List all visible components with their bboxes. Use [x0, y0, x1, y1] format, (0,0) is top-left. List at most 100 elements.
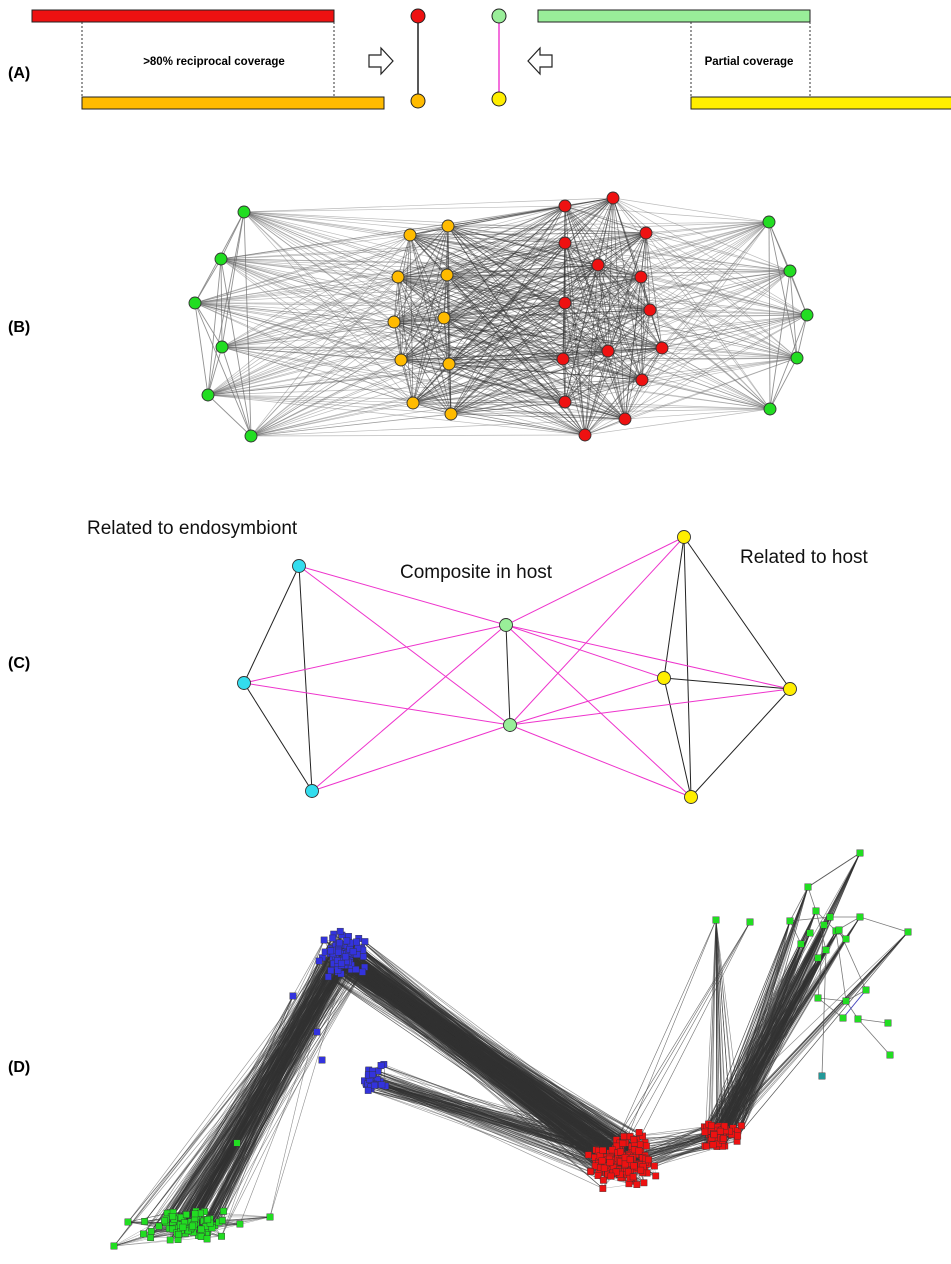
panel-d-edge: [736, 932, 811, 1142]
panel-b-edge: [220, 258, 651, 311]
panel-b-edge: [443, 317, 586, 436]
panel-b-node-gl: [215, 340, 229, 354]
panel-d-node-green: [147, 1227, 155, 1235]
panel-b-edge: [564, 302, 663, 349]
panel-b-edge: [207, 394, 414, 404]
panel-b-edge: [624, 309, 651, 420]
panel-b-edge: [250, 402, 414, 437]
panel-d-edge: [626, 921, 751, 1163]
panel-d-edge: [722, 931, 909, 1142]
panel-c-edge-black: [663, 536, 685, 679]
panel-b-edge: [397, 276, 808, 316]
panel-b-edge: [564, 276, 642, 403]
panel-b-edge: [194, 302, 586, 436]
panel-b-edge: [220, 258, 252, 437]
panel-d-edge: [192, 946, 340, 1227]
panel-a: (A) >80% reciprocal coverage Partial cov…: [8, 8, 951, 110]
panel-b-edge: [584, 379, 643, 436]
panel-c-edges: [243, 536, 791, 798]
panel-d-edge: [605, 921, 751, 1166]
panel-b-node-rd: [558, 395, 572, 409]
panel-b-edge: [221, 346, 586, 436]
panel-d-edge: [736, 949, 827, 1142]
panel-d-edge: [346, 947, 626, 1141]
panel-d-edge: [349, 954, 611, 1168]
panel-d-node-blue: [320, 936, 328, 944]
panel-d-node-blue: [349, 948, 357, 956]
panel-b-edge: [443, 197, 614, 319]
panel-d-edge: [176, 995, 294, 1229]
panel-b-edge: [607, 314, 808, 352]
panel-d-edge: [143, 950, 331, 1235]
panel-d-node-green: [141, 1218, 149, 1225]
panel-b-node-gl: [237, 205, 251, 219]
panel-b-edge: [250, 234, 411, 437]
panel-d-node-green: [182, 1211, 190, 1219]
panel-b-edge: [768, 221, 798, 359]
panel-b-edge: [597, 264, 771, 410]
panel-b-edge: [584, 264, 599, 436]
panel-b-edge: [243, 211, 402, 361]
panel-b-edge: [220, 258, 663, 349]
panel-d-edge: [605, 919, 717, 1166]
panel-d-node-green: [204, 1216, 212, 1224]
panel-b-edge: [447, 225, 642, 278]
panel-b-edge: [562, 309, 651, 360]
panel-b-edge: [564, 221, 770, 244]
panel-b-edge: [412, 402, 586, 436]
panel-d-edge: [127, 1212, 171, 1223]
panel-d-edge: [815, 910, 827, 951]
panel-b-edge: [397, 205, 566, 278]
panel-d-edge: [178, 962, 351, 1218]
panel-b-edge: [220, 234, 411, 260]
panel-d-edge: [173, 1142, 238, 1220]
panel-b-edge: [194, 276, 642, 304]
panel-b-edge: [450, 242, 566, 415]
panel-b-edge: [564, 197, 614, 207]
panel-d-node-red: [645, 1156, 652, 1164]
panel-b-edge: [250, 321, 395, 437]
panel-d-edge: [200, 963, 347, 1214]
panel-b-edge: [584, 347, 663, 436]
panel-b-edge: [645, 232, 771, 410]
panel-b-edge: [450, 408, 771, 415]
panel-b-edge: [450, 379, 643, 415]
panel-b-edge: [649, 309, 663, 349]
panel-b-edge: [624, 357, 798, 420]
panel-b-edge: [564, 242, 651, 311]
panel-b-edge: [207, 394, 586, 436]
panel-d-node-red: [716, 1127, 724, 1135]
panel-d-node-red: [637, 1166, 645, 1174]
panel-b-edge: [564, 221, 770, 403]
panel-b-edge: [194, 302, 395, 323]
panel-b-edge: [220, 258, 399, 278]
panel-b-edge: [564, 302, 586, 436]
panel-b-edge: [768, 221, 771, 410]
panel-b-edge: [221, 346, 414, 404]
panel-b-edge: [564, 270, 791, 403]
panel-b-edge: [412, 317, 445, 404]
panel-b-edge: [412, 302, 566, 404]
panel-b-edge: [448, 363, 771, 410]
panel-b-edge: [645, 232, 791, 272]
panel-b-node-rd: [558, 296, 572, 310]
panel-b-edge: [207, 394, 452, 415]
panel-d-node-red: [721, 1122, 728, 1130]
panel-d-node-red: [619, 1139, 627, 1147]
panel-b-edge: [221, 276, 399, 348]
panel-c-label: (C): [8, 655, 30, 672]
panel-b-edge: [640, 270, 791, 278]
panel-b-edge: [207, 276, 399, 396]
panel-d-edge: [376, 1081, 623, 1179]
panel-b-node-rd: [618, 412, 632, 426]
panel-b-edge: [448, 302, 566, 365]
panel-b: (B): [8, 191, 814, 443]
panel-b-edge: [607, 350, 626, 420]
panel-b-edge: [443, 276, 642, 319]
partial-coverage-label: Partial coverage: [705, 56, 794, 68]
panel-b-edge: [612, 197, 626, 420]
panel-b-edge: [562, 197, 614, 360]
panel-b-edge: [450, 221, 770, 415]
panel-b-edge: [624, 221, 770, 420]
panel-b-edge: [562, 350, 609, 360]
